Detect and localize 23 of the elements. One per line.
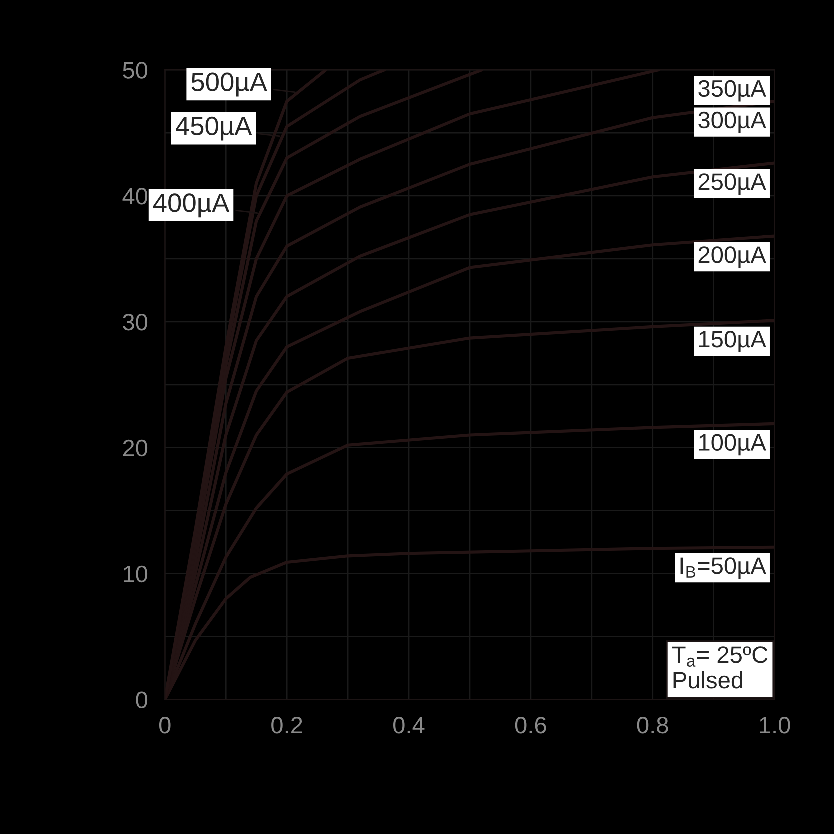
- y-tick-label: 40: [122, 188, 148, 205]
- annotation: 200µA: [698, 246, 766, 268]
- y-tick-label: 10: [124, 566, 148, 583]
- y-tick-label: 30: [123, 314, 148, 331]
- x-tick-label: 0.4: [394, 717, 425, 734]
- annotation: I$_{B}$=50µA: [680, 558, 766, 579]
- annotation: T$_{a}$= 25ºC Pulsed: [672, 646, 768, 689]
- annotation: 400µA: [153, 194, 230, 218]
- y-tick-label: 50: [123, 62, 148, 79]
- annotation: 450µA: [176, 116, 252, 141]
- y-tick-label: 0: [136, 692, 148, 709]
- y-tick-label: 20: [123, 440, 148, 457]
- annotation: 250µA: [698, 174, 766, 195]
- annotation: 300µA: [698, 112, 766, 134]
- x-tick-label: 0: [159, 717, 171, 734]
- annotation: 500µA: [192, 72, 268, 97]
- annotation: 100µA: [700, 434, 766, 456]
- x-tick-label: 0.8: [637, 717, 668, 734]
- x-tick-label: 1.0: [760, 717, 790, 734]
- x-tick-label: 0.2: [272, 717, 302, 734]
- annotation: 350µA: [698, 80, 766, 102]
- annotation: 150µA: [700, 331, 766, 352]
- x-tick-label: 0.6: [515, 717, 546, 734]
